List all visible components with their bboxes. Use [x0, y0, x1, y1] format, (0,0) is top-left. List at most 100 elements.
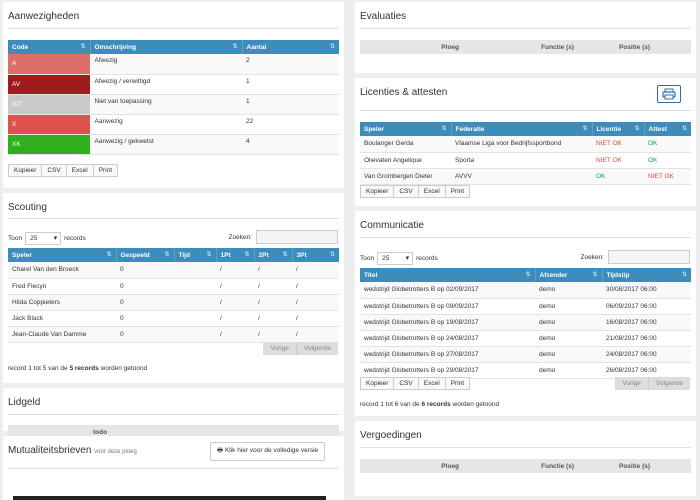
col-header[interactable]: Attest ⇅: [644, 122, 691, 136]
attest-status: OK: [644, 136, 691, 153]
panel-vergoedingen: Vergoedingen Ploeg Functie (s) Positie (…: [355, 421, 696, 496]
evaluaties-table: Ploeg Functie (s) Positie (s): [360, 40, 691, 54]
export-button[interactable]: Excel: [417, 377, 446, 390]
sort-icon: ⇅: [232, 44, 238, 50]
divider: [360, 237, 691, 238]
print-button[interactable]: [657, 85, 681, 103]
col-header-omschrijving[interactable]: Omschrijving ⇅: [90, 40, 243, 54]
panel-title: Evaluaties: [360, 11, 407, 22]
attendance-count: 4: [242, 134, 339, 155]
full-version-button[interactable]: 🖶 Klik hier voor de volledige versie: [210, 442, 326, 461]
sort-icon: ⇅: [329, 252, 335, 258]
speler-cell: Van Grombergen Dieter: [360, 168, 451, 185]
panel-title: Lidgeld: [8, 397, 41, 408]
export-button[interactable]: Kopieer: [8, 164, 43, 177]
export-button[interactable]: Print: [444, 185, 471, 198]
speler-cell: Boulanger Gerda: [360, 136, 451, 153]
table-cell: /: [216, 262, 254, 279]
prev-page-button[interactable]: Vorige: [615, 377, 649, 390]
prev-page-button[interactable]: Vorige: [263, 342, 297, 355]
table-cell: [174, 294, 216, 311]
licentie-status: NIET OK: [592, 136, 644, 153]
table-row: Fred Flecyn 0// /: [8, 278, 339, 295]
table-row: Boulanger Gerda Vlaamse Liga voor Bedrijf…: [360, 136, 691, 153]
pagination: Vorige Volgende: [263, 342, 338, 355]
table-row: Jean-Claude Van Damme 0// /: [8, 326, 339, 343]
sort-icon: ⇅: [525, 272, 531, 278]
page-length-select[interactable]: 25: [25, 232, 62, 245]
search-input[interactable]: [256, 230, 338, 244]
export-button[interactable]: Print: [444, 377, 471, 390]
attest-status: NIET OK: [644, 168, 691, 185]
export-button[interactable]: Print: [92, 164, 119, 177]
table-cell: 0: [116, 294, 174, 311]
search-input[interactable]: [608, 250, 690, 264]
col-header[interactable]: 2Pt ⇅: [254, 248, 293, 262]
export-button[interactable]: Kopieer: [360, 185, 395, 198]
table-cell: /: [216, 278, 254, 295]
col-header-positie[interactable]: Positie (s): [578, 459, 691, 473]
col-header[interactable]: Tijd ⇅: [174, 248, 217, 262]
table-cell: /: [292, 294, 339, 311]
col-header[interactable]: Speler ⇅: [360, 122, 452, 136]
table-row[interactable]: wedstrijd Globetrotters B op 02/09/2017 d…: [360, 282, 691, 299]
col-header-ploeg[interactable]: Ploeg: [360, 459, 463, 473]
table-row[interactable]: wedstrijd Globetrotters B op 29/08/2017 d…: [360, 362, 691, 379]
export-button[interactable]: Excel: [65, 164, 94, 177]
sort-icon: ⇅: [244, 252, 250, 258]
table-row[interactable]: wedstrijd Globetrotters B op 24/08/2017 d…: [360, 330, 691, 347]
export-button[interactable]: CSV: [393, 185, 419, 198]
table-cell: 0: [116, 310, 174, 327]
col-header[interactable]: Licentie ⇅: [592, 122, 645, 136]
sort-icon: ⇅: [164, 252, 170, 258]
export-button[interactable]: Excel: [417, 185, 446, 198]
col-header-functie[interactable]: Functie (s): [463, 40, 578, 54]
col-header-aantal[interactable]: Aantal ⇅: [242, 40, 339, 54]
col-header[interactable]: Tijdstip ⇅: [602, 268, 691, 282]
table-row: N/T Niet van toepassing 1: [8, 94, 339, 115]
sort-icon: ⇅: [681, 272, 687, 278]
table-row[interactable]: wedstrijd Globetrotters B op 09/09/2017 d…: [360, 298, 691, 315]
table-cell: /: [254, 310, 292, 327]
col-header[interactable]: Speler ⇅: [8, 248, 117, 262]
sort-icon: ⇅: [441, 126, 447, 132]
table-cell: Jean-Claude Van Damme: [8, 326, 116, 343]
export-button[interactable]: CSV: [393, 377, 419, 390]
table-cell: [174, 262, 216, 279]
lidgeld-todo: todo: [8, 425, 339, 439]
attendance-desc: Aanwezig: [90, 114, 242, 135]
col-header[interactable]: 1Pt ⇅: [216, 248, 255, 262]
sort-icon: ⇅: [206, 252, 212, 258]
table-cell: demo: [535, 314, 602, 331]
col-header[interactable]: Federatie ⇅: [451, 122, 593, 136]
table-cell: Hilda Coppieters: [8, 294, 116, 311]
col-header[interactable]: 3Pt ⇅: [292, 248, 339, 262]
panel-title: Aanwezigheden: [8, 11, 80, 22]
next-page-button[interactable]: Volgende: [296, 342, 338, 355]
table-row: A Afwezig 2: [8, 54, 339, 75]
panel-title: Mutualiteitsbrieven voor deze ploeg: [8, 445, 137, 456]
table-cell: demo: [535, 346, 602, 363]
panel-scouting: Scouting Toon 25 records Zoeken: Speler⇅…: [3, 193, 344, 383]
attendance-code: AV: [8, 74, 91, 95]
export-button[interactable]: Kopieer: [360, 377, 395, 390]
table-cell: [174, 310, 216, 327]
export-buttons: Kopieer CSV Excel Print: [360, 185, 471, 198]
col-header-ploeg[interactable]: Ploeg: [360, 40, 463, 54]
page-length-select[interactable]: 25: [377, 252, 414, 265]
col-header-code[interactable]: Code ⇅: [8, 40, 91, 54]
next-page-button[interactable]: Volgende: [648, 377, 690, 390]
col-header[interactable]: Titel ⇅: [360, 268, 536, 282]
export-button[interactable]: CSV: [41, 164, 67, 177]
table-row[interactable]: wedstrijd Globetrotters B op 27/08/2017 d…: [360, 346, 691, 363]
table-cell: /: [216, 310, 254, 327]
col-header[interactable]: Gespeeld ⇅: [116, 248, 175, 262]
col-header-positie[interactable]: Positie (s): [578, 40, 691, 54]
table-row[interactable]: wedstrijd Globetrotters B op 19/08/2017 d…: [360, 314, 691, 331]
table-cell: [174, 278, 216, 295]
col-header-functie[interactable]: Functie (s): [463, 459, 578, 473]
page-length-control: Toon 25 records: [8, 232, 86, 245]
printer-icon: [662, 88, 676, 100]
panel-lidgeld: Lidgeld todo: [3, 388, 344, 439]
col-header[interactable]: Afzender ⇅: [535, 268, 603, 282]
